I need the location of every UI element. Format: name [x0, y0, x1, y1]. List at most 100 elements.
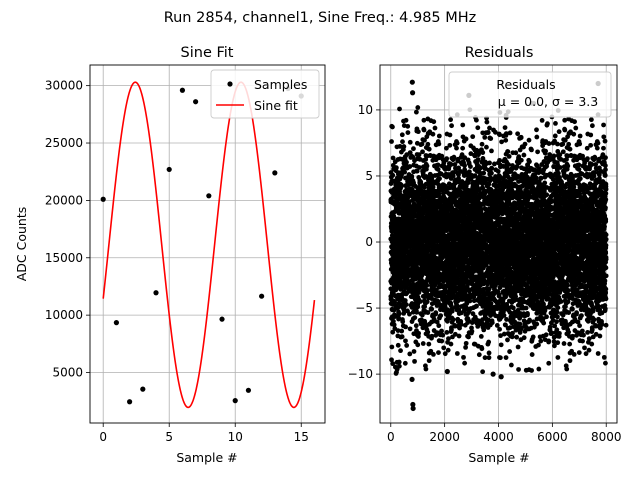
residual-point [489, 148, 494, 154]
residual-point [462, 155, 468, 161]
residual-point [423, 366, 429, 372]
residual-point [391, 322, 397, 328]
residual-point [444, 330, 450, 335]
residual-point [390, 172, 396, 178]
residual-point [489, 165, 495, 171]
residual-point [442, 303, 448, 309]
residual-point [460, 122, 466, 128]
figure-suptitle: Run 2854, channel1, Sine Freq.: 4.985 MH… [164, 10, 477, 26]
residual-point [428, 348, 434, 354]
residual-point [480, 150, 486, 155]
sample-point [166, 166, 172, 173]
residual-point [515, 344, 521, 350]
residual-point [399, 132, 405, 138]
sample-point [272, 170, 278, 176]
residual-point [444, 307, 450, 313]
residuals-title: Residuals [465, 45, 534, 61]
residual-point [475, 125, 481, 131]
residual-point [444, 145, 449, 151]
residual-point [395, 342, 401, 348]
residual-point [436, 141, 442, 147]
legend-samples-label: Samples [254, 77, 307, 92]
residual-point [470, 134, 476, 140]
residual-point [404, 159, 409, 165]
residual-point [436, 133, 442, 139]
residual-point [422, 137, 427, 143]
residual-point [430, 131, 436, 137]
residual-point [506, 162, 511, 167]
residual-point [451, 154, 457, 160]
residual-point [435, 162, 441, 168]
residual-point [479, 346, 485, 352]
residual-point [518, 135, 524, 141]
residual-point [403, 324, 409, 330]
residual-point [448, 162, 454, 167]
residual-point [412, 315, 418, 320]
residual-point [502, 125, 508, 131]
sample-point [153, 290, 159, 296]
residual-point [403, 302, 409, 307]
residual-point [481, 327, 487, 333]
residual-point [448, 117, 453, 123]
residual-point [419, 141, 425, 147]
residual-point [468, 164, 473, 170]
residual-point [452, 331, 458, 337]
sample-point [232, 398, 238, 404]
residual-point [389, 344, 395, 350]
residual-point [424, 299, 430, 305]
residual-point [497, 157, 502, 163]
y-tick-label: 15000 [45, 251, 83, 265]
residual-point [432, 125, 438, 131]
residual-point [485, 130, 491, 135]
residual-point [516, 367, 521, 372]
residual-point [414, 261, 420, 267]
residual-point [454, 145, 459, 151]
residual-point [402, 169, 408, 175]
sine-fit-legend: Samples Sine fit [210, 69, 320, 119]
residual-point [439, 328, 444, 334]
residual-point [398, 348, 403, 354]
residual-point [413, 109, 419, 115]
residual-point [489, 320, 495, 326]
residual-point [407, 164, 413, 169]
y-tick-label: 25000 [45, 136, 83, 150]
residual-point [396, 363, 402, 369]
residual-point [462, 167, 468, 173]
legend-sine-fit-label: Sine fit [254, 98, 298, 113]
residual-point [451, 170, 456, 175]
residual-point [407, 311, 412, 317]
residual-point [435, 167, 441, 172]
sample-point [179, 87, 186, 93]
residual-point [401, 310, 407, 316]
residual-point [389, 139, 394, 144]
residual-point [497, 326, 502, 332]
residual-point [412, 358, 417, 364]
residual-point [424, 283, 430, 288]
residual-point [416, 152, 422, 158]
residual-point [449, 123, 454, 129]
sine-fit-axes: Sine Fit 0 5 10 155000100001500020000250003… [14, 45, 326, 465]
residual-point [513, 150, 519, 156]
residual-point [481, 170, 487, 176]
residual-point [495, 168, 501, 174]
residual-point [462, 163, 467, 169]
x-tick-label: 10 [228, 430, 243, 444]
y-tick-label: 30000 [45, 79, 83, 93]
residual-point [400, 319, 406, 324]
residual-point [499, 139, 505, 145]
sample-point [140, 386, 146, 392]
residual-point [457, 325, 462, 331]
residual-point [460, 145, 466, 151]
residual-point [449, 327, 454, 333]
sine-fit-line [102, 81, 316, 409]
residual-point [416, 330, 422, 336]
x-tick-label: 0 [99, 430, 107, 444]
residual-point [450, 173, 456, 179]
residual-point [407, 351, 413, 357]
residual-point [405, 130, 411, 135]
residual-point [507, 130, 513, 136]
residual-point [469, 328, 475, 334]
residual-point [423, 181, 429, 187]
residual-point [429, 306, 435, 312]
